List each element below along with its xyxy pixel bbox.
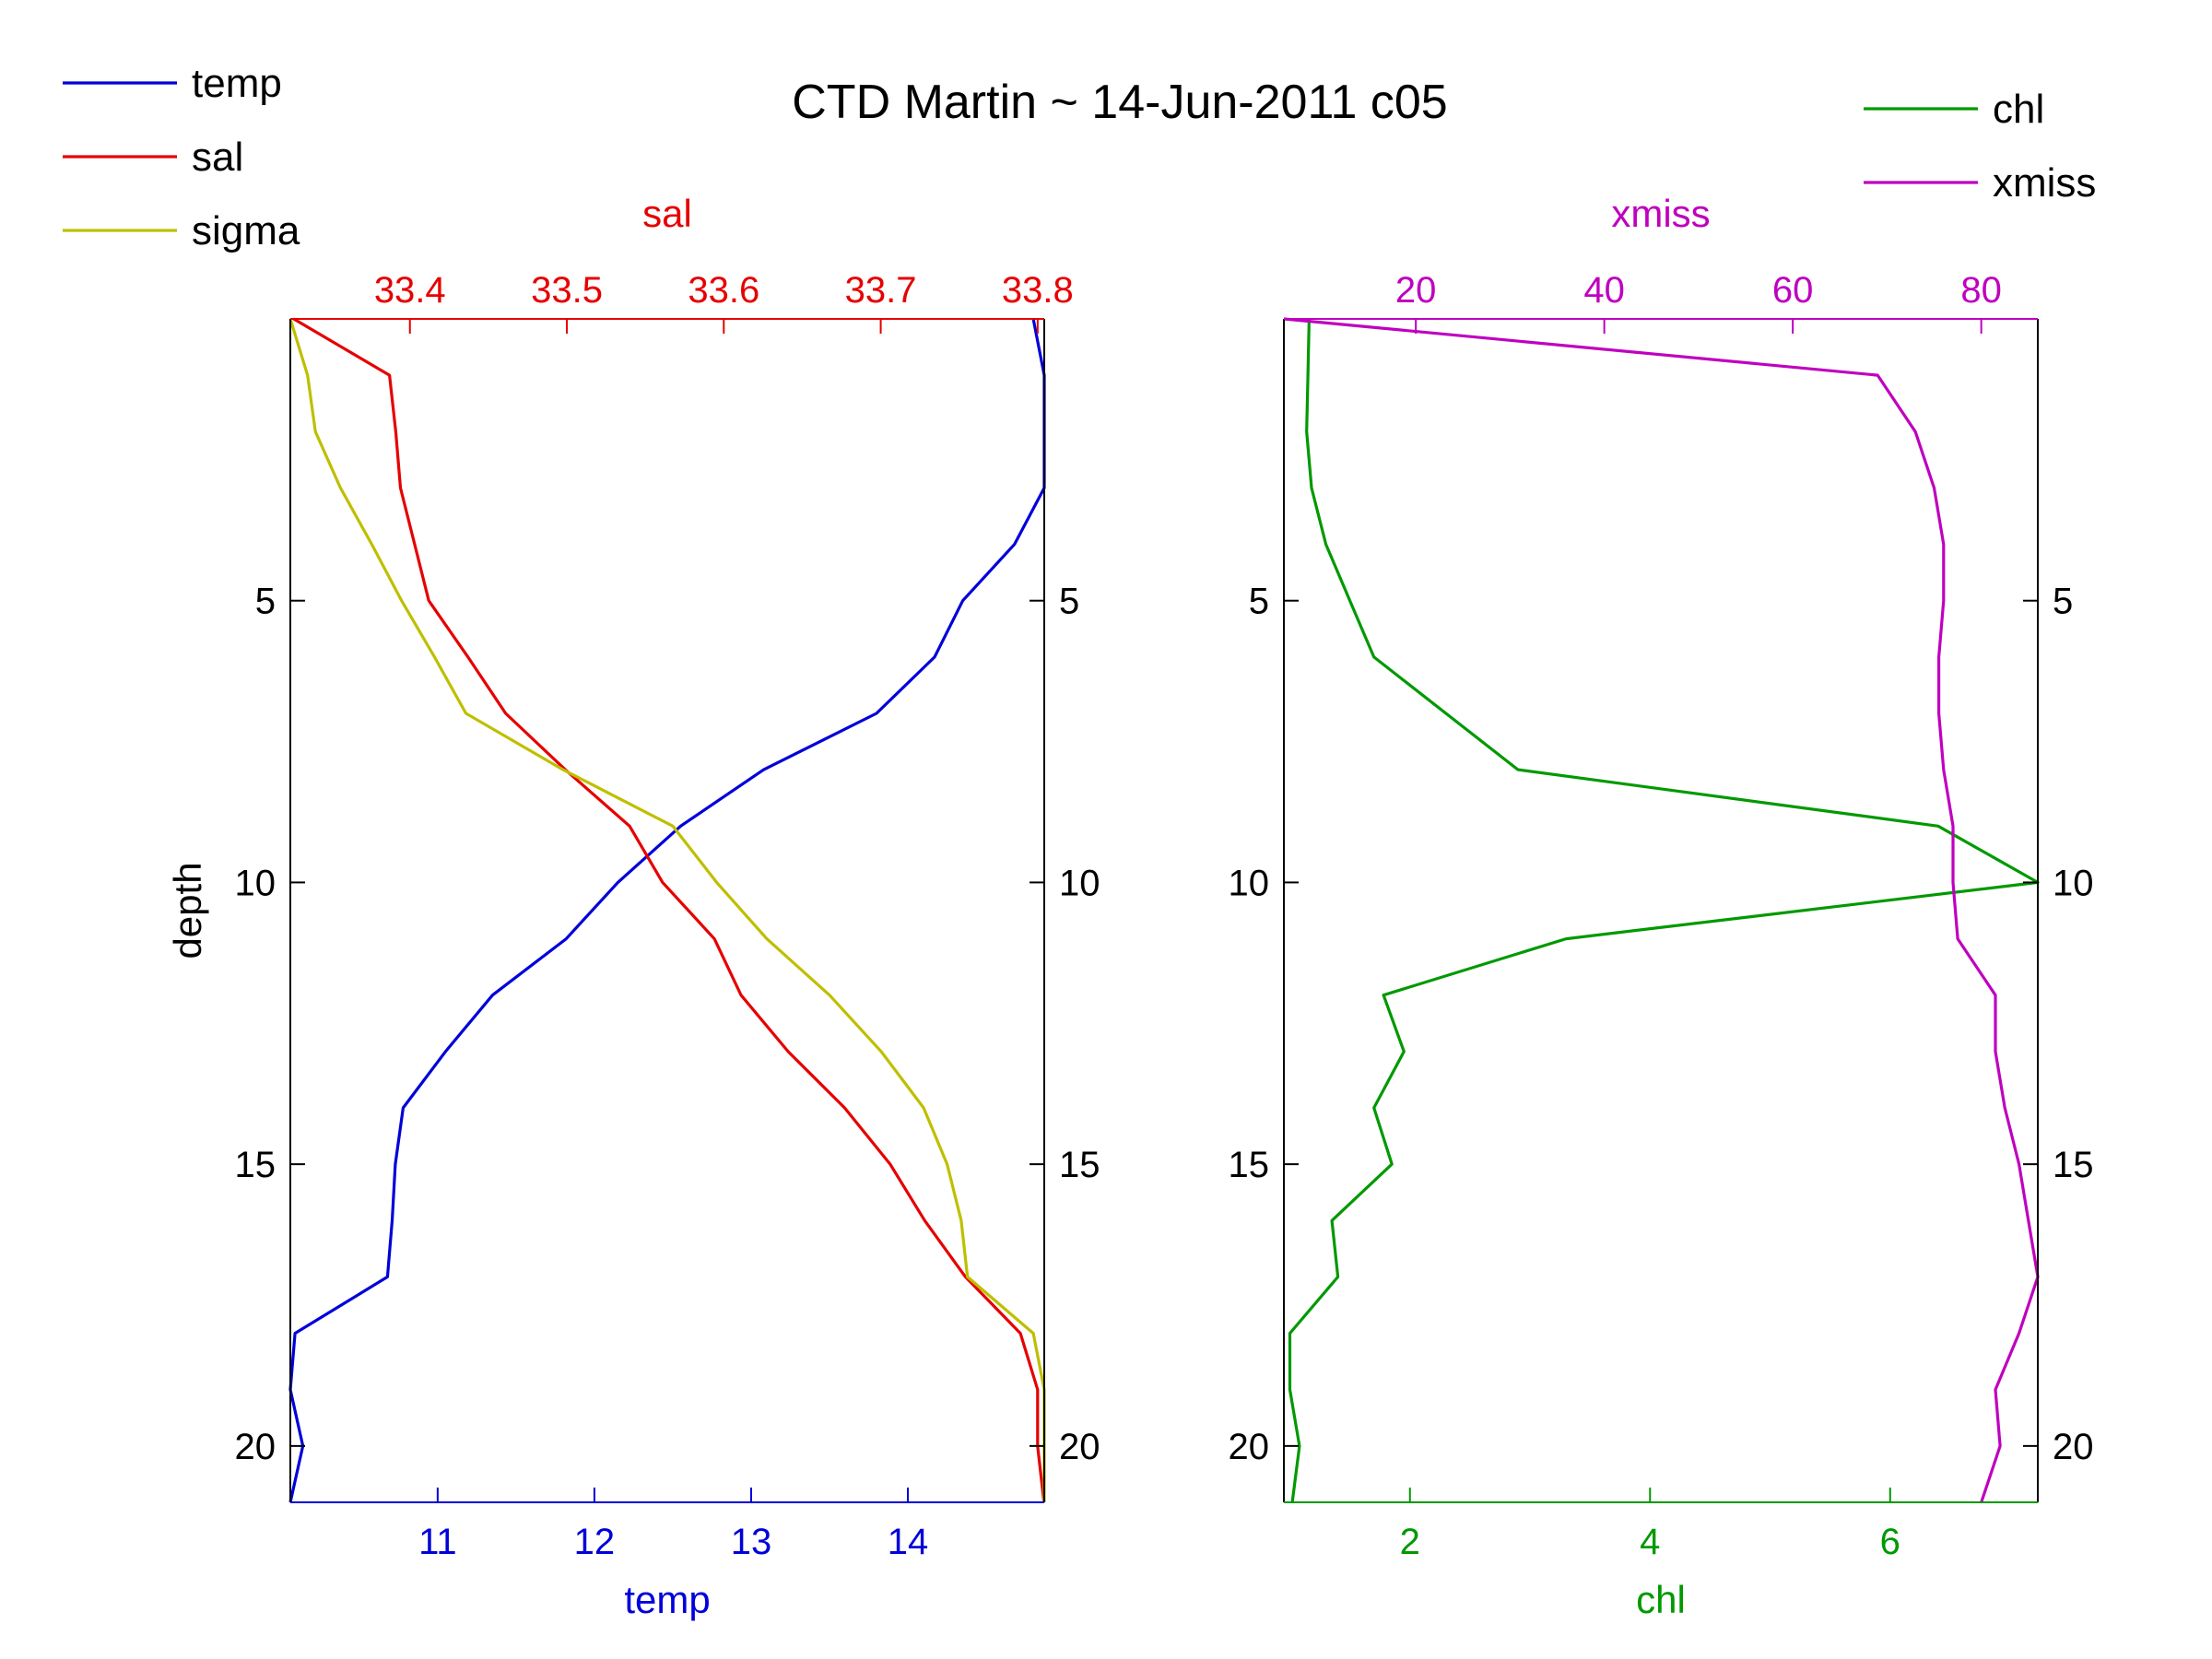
y-tick-label-left: 5 <box>255 582 276 622</box>
y-tick-label-left: 10 <box>1229 863 1270 903</box>
x-top-tick-label: 20 <box>1395 270 1437 311</box>
y-tick-label-left: 15 <box>235 1145 276 1185</box>
y-tick-label-right: 20 <box>2053 1427 2094 1467</box>
left-panel-temp-sal-sigma: 5 5 10 10 15 15 20 20 11 12 13 14 temp 33.4 33.5 33.6 33… <box>166 192 1100 1621</box>
x-top-axis-label: sal <box>642 192 692 235</box>
y-axis-label: depth <box>166 862 209 959</box>
x-top-tick-label: 33.7 <box>845 270 917 311</box>
legend-label-xmiss: xmiss <box>1993 160 2096 206</box>
y-tick-label-right: 5 <box>1059 582 1079 622</box>
legend-left: temp sal sigma <box>63 61 300 253</box>
y-tick-label-right: 15 <box>1059 1145 1100 1185</box>
y-tick-label-right: 15 <box>2053 1145 2094 1185</box>
legend-label-temp: temp <box>192 61 282 106</box>
legend-label-sigma: sigma <box>192 208 300 253</box>
series-line-xmiss <box>1283 317 2040 1503</box>
series-line-sal <box>292 317 1046 1503</box>
series-line-chl <box>1288 318 2040 1503</box>
series-line-temp <box>288 318 1046 1503</box>
x-bottom-tick-label: 12 <box>574 1522 616 1562</box>
legend-right: chl xmiss <box>1864 87 2096 206</box>
x-bottom-tick-label: 13 <box>731 1522 772 1562</box>
y-tick-label-right: 5 <box>2053 582 2073 622</box>
x-bottom-axis-label: temp <box>624 1578 710 1621</box>
x-top-tick-label: 33.8 <box>1002 270 1074 311</box>
x-bottom-tick-label: 2 <box>1400 1522 1420 1562</box>
x-top-tick-label: 80 <box>1960 270 2002 311</box>
x-bottom-tick-label: 6 <box>1880 1522 1900 1562</box>
y-tick-label-left: 15 <box>1229 1145 1270 1185</box>
x-bottom-axis-label: chl <box>1636 1578 1686 1621</box>
x-top-tick-label: 33.5 <box>531 270 603 311</box>
y-tick-label-left: 20 <box>1229 1427 1270 1467</box>
right-panel-chl-xmiss: 5 5 10 10 15 15 20 20 2 4 6 chl 20 40 60 80 xmiss <box>1229 192 2094 1621</box>
x-top-tick-label: 33.6 <box>688 270 759 311</box>
y-tick-label-left: 20 <box>235 1427 276 1467</box>
x-top-tick-label: 33.4 <box>374 270 446 311</box>
chart-title: CTD Martin ~ 14-Jun-2011 c05 <box>792 76 1447 129</box>
y-tick-label-right: 10 <box>2053 863 2094 903</box>
y-tick-label-right: 10 <box>1059 863 1100 903</box>
x-bottom-tick-label: 4 <box>1640 1522 1660 1562</box>
x-bottom-tick-label: 11 <box>418 1522 457 1562</box>
y-tick-label-right: 20 <box>1059 1427 1100 1467</box>
x-top-tick-label: 60 <box>1772 270 1814 311</box>
series-line-sigma <box>288 318 1046 1502</box>
y-tick-label-left: 5 <box>1249 582 1269 622</box>
x-bottom-tick-label: 14 <box>888 1522 929 1562</box>
x-top-tick-label: 40 <box>1583 270 1625 311</box>
y-tick-label-left: 10 <box>235 863 276 903</box>
legend-label-sal: sal <box>192 135 243 180</box>
legend-label-chl: chl <box>1993 87 2044 132</box>
x-top-axis-label: xmiss <box>1611 192 1710 235</box>
